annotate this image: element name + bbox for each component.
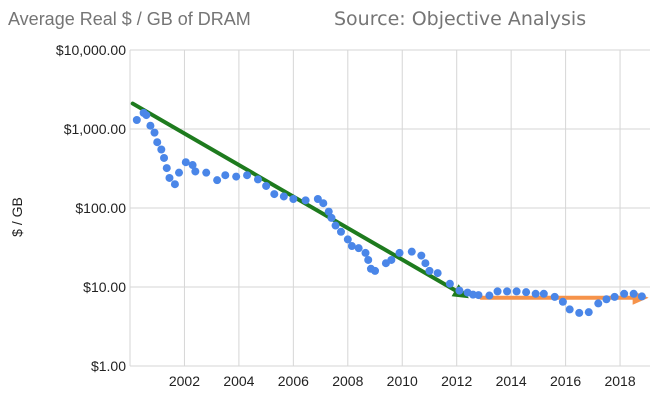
data-point [160, 153, 169, 162]
data-point [165, 173, 174, 182]
y-tick-label: $1.00 [91, 358, 126, 374]
data-point [347, 242, 356, 251]
y-tick-labels: $1.00 $10.00 $100.00 $1,000.00 $10,000.00 [56, 42, 126, 374]
data-point [512, 287, 521, 296]
y-axis-label: $ / GB [9, 197, 25, 237]
data-point [417, 251, 426, 260]
data-point [361, 248, 370, 257]
data-point [191, 167, 200, 176]
data-point [153, 138, 162, 147]
trend-arrow-layer [130, 101, 649, 305]
x-tick-label: 2006 [278, 373, 309, 389]
data-point [445, 279, 454, 288]
data-point [301, 196, 310, 205]
data-point [421, 259, 430, 268]
data-point [493, 287, 502, 296]
data-point [485, 291, 494, 300]
data-point [425, 266, 434, 275]
data-point [602, 295, 611, 304]
data-point [243, 171, 252, 180]
data-point [455, 286, 464, 295]
data-point [146, 121, 155, 130]
data-point [629, 289, 638, 298]
data-point [313, 194, 322, 203]
data-point [262, 181, 271, 190]
data-point [324, 207, 333, 216]
data-point [503, 287, 512, 296]
x-tick-label: 2018 [604, 373, 635, 389]
data-point [319, 199, 328, 208]
x-tick-label: 2010 [387, 373, 418, 389]
data-point [253, 175, 262, 184]
data-point [181, 158, 190, 167]
data-point [157, 145, 166, 154]
data-point [175, 168, 184, 177]
data-point [407, 247, 416, 256]
data-point [575, 308, 584, 317]
data-point [474, 291, 483, 300]
y-tick-label: $10.00 [83, 279, 126, 295]
data-point [232, 172, 241, 181]
data-point [539, 289, 548, 298]
data-point [188, 161, 197, 170]
data-point [343, 235, 352, 244]
chart-subtitle: Source: Objective Analysis [334, 8, 587, 30]
data-point [289, 194, 298, 203]
grid-layer [129, 49, 650, 367]
data-point [594, 299, 603, 308]
data-point [558, 297, 567, 306]
data-point [150, 128, 159, 137]
data-point [620, 289, 629, 298]
x-tick-label: 2008 [332, 373, 363, 389]
data-point [202, 168, 211, 177]
data-point [584, 308, 593, 317]
x-tick-label: 2012 [441, 373, 472, 389]
data-point [395, 248, 404, 257]
data-point [550, 292, 559, 301]
data-point [565, 305, 574, 314]
data-point-layer [132, 108, 646, 317]
data-point [610, 292, 619, 301]
data-point [522, 288, 531, 297]
x-tick-label: 2004 [223, 373, 254, 389]
x-tick-label: 2014 [496, 373, 527, 389]
data-point [221, 171, 230, 180]
data-point [142, 111, 151, 120]
data-point [331, 221, 340, 230]
data-point [270, 190, 279, 199]
data-point [132, 115, 141, 124]
x-tick-label: 2002 [169, 373, 200, 389]
y-tick-label: $1,000.00 [64, 121, 126, 137]
x-tick-label: 2016 [550, 373, 581, 389]
data-point [637, 292, 646, 301]
y-tick-label: $10,000.00 [56, 42, 126, 58]
data-point [170, 180, 179, 189]
data-point [354, 244, 363, 253]
data-point [364, 255, 373, 264]
chart-title: Average Real $ / GB of DRAM [8, 9, 251, 29]
data-point [162, 164, 171, 173]
data-point [327, 213, 336, 222]
data-point [387, 255, 396, 264]
data-point [336, 227, 345, 236]
data-point [279, 192, 288, 201]
y-tick-label: $100.00 [75, 200, 126, 216]
data-point [531, 289, 540, 298]
x-tick-labels: 2002 2004 2006 2008 2010 2012 2014 2016 2018 [169, 373, 636, 389]
data-point [213, 176, 222, 185]
data-point [371, 266, 380, 275]
data-point [433, 269, 442, 278]
